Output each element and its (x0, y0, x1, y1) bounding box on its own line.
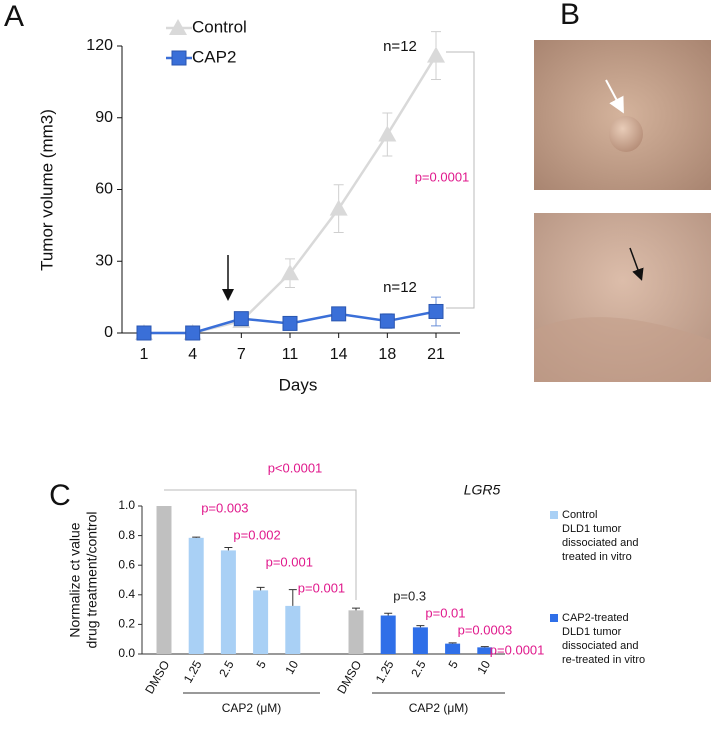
bar (348, 610, 364, 654)
bar (188, 537, 204, 654)
panel-label: C (49, 479, 71, 512)
x-tick-label: 1.25 (181, 658, 205, 686)
legend-label: DLD1 tumor (562, 626, 622, 638)
x-axis-label: Days (279, 375, 318, 394)
n-label: n=12 (383, 38, 417, 55)
x-tick-label: 21 (427, 346, 445, 363)
legend-label: dissociated and (562, 537, 638, 549)
p-value: p=0.01 (425, 605, 465, 620)
p-value: p=0.001 (266, 554, 313, 569)
marker (281, 264, 299, 281)
y-tick-label: 1.0 (118, 498, 135, 512)
bar (220, 550, 236, 654)
x-tick-label: 1.25 (373, 658, 397, 686)
legend-label: treated in vitro (562, 551, 632, 563)
marker (233, 311, 249, 327)
bar (380, 615, 396, 654)
panel-label: A (4, 0, 24, 33)
p-value: p=0.3 (393, 588, 426, 603)
bar (285, 605, 301, 654)
marker (136, 325, 152, 341)
legend-label: CAP2-treated (562, 612, 629, 624)
y-tick-label: 120 (86, 37, 113, 54)
marker (185, 325, 201, 341)
bar (253, 590, 269, 654)
error-bar (288, 589, 297, 606)
photo-tumor (534, 40, 711, 190)
x-tick-label: DMSO (142, 658, 172, 696)
bracket (446, 51, 475, 309)
x-tick-label: 5 (445, 658, 461, 671)
bar (156, 506, 172, 654)
error-bar (448, 642, 457, 644)
chart-title: LGR5 (464, 482, 501, 498)
legend-marker (169, 19, 187, 35)
legend-label: dissociated and (562, 640, 638, 652)
p-value: p=0.002 (233, 527, 280, 542)
group-label: CAP2 (μM) (222, 701, 282, 715)
legend-swatch (550, 511, 558, 519)
legend-marker (171, 50, 187, 66)
y-axis-label: drug treatment/control (84, 512, 100, 649)
p-value: p=0.0001 (415, 169, 470, 184)
x-tick-label: 10 (282, 658, 301, 677)
legend-label: re-treated in vitro (562, 654, 645, 666)
error-bar (256, 586, 265, 591)
y-tick-label: 90 (95, 109, 113, 126)
y-tick-label: 0.2 (118, 617, 135, 631)
marker (329, 199, 348, 216)
y-tick-label: 0.6 (118, 557, 135, 571)
panel-label: B (560, 0, 580, 31)
error-bar (192, 536, 201, 538)
bracket (164, 489, 357, 600)
bar (445, 643, 461, 654)
x-tick-label: 11 (282, 346, 299, 363)
marker (427, 46, 445, 63)
legend-label: CAP2 (192, 47, 236, 66)
x-tick-label: 2.5 (216, 658, 237, 680)
y-tick-label: 30 (95, 252, 113, 269)
y-axis-label: Normalize ct value (67, 522, 83, 637)
y-tick-label: 0.8 (118, 528, 135, 542)
legend-label: Control (562, 509, 597, 521)
x-tick-label: DMSO (334, 658, 364, 696)
photo-treated (534, 213, 711, 382)
y-tick-label: 0.0 (118, 646, 135, 660)
marker (378, 125, 397, 142)
n-label: n=12 (383, 279, 417, 296)
p-value: p=0.0001 (490, 642, 545, 657)
legend-swatch (550, 614, 558, 622)
error-bar (224, 546, 233, 551)
marker (331, 306, 347, 322)
error-bar (416, 625, 425, 628)
y-tick-label: 60 (95, 181, 113, 198)
error-bar (384, 612, 393, 616)
x-tick-label: 7 (237, 346, 246, 363)
group-label: CAP2 (μM) (409, 701, 469, 715)
p-value: p<0.0001 (268, 460, 323, 475)
legend-label: Control (192, 17, 247, 36)
y-tick-label: 0.4 (118, 587, 135, 601)
y-tick-label: 0 (104, 324, 113, 341)
x-tick-label: 2.5 (408, 658, 429, 680)
marker (282, 315, 298, 331)
x-tick-label: 18 (378, 346, 396, 363)
bar (477, 647, 493, 654)
legend-label: DLD1 tumor (562, 523, 622, 535)
x-tick-label: 1 (140, 346, 149, 363)
marker (428, 303, 444, 319)
p-value: p=0.003 (201, 500, 248, 515)
x-tick-label: 10 (474, 658, 493, 677)
x-tick-label: 4 (188, 346, 197, 363)
error-bar (480, 646, 489, 648)
x-tick-label: 14 (330, 346, 348, 363)
x-tick-label: 5 (253, 658, 269, 671)
p-value: p=0.0003 (458, 622, 513, 637)
marker (379, 313, 395, 329)
p-value: p=0.001 (298, 580, 345, 595)
error-bar (352, 607, 360, 611)
bar (412, 627, 428, 654)
y-axis-label: Tumor volume (mm3) (37, 109, 56, 271)
